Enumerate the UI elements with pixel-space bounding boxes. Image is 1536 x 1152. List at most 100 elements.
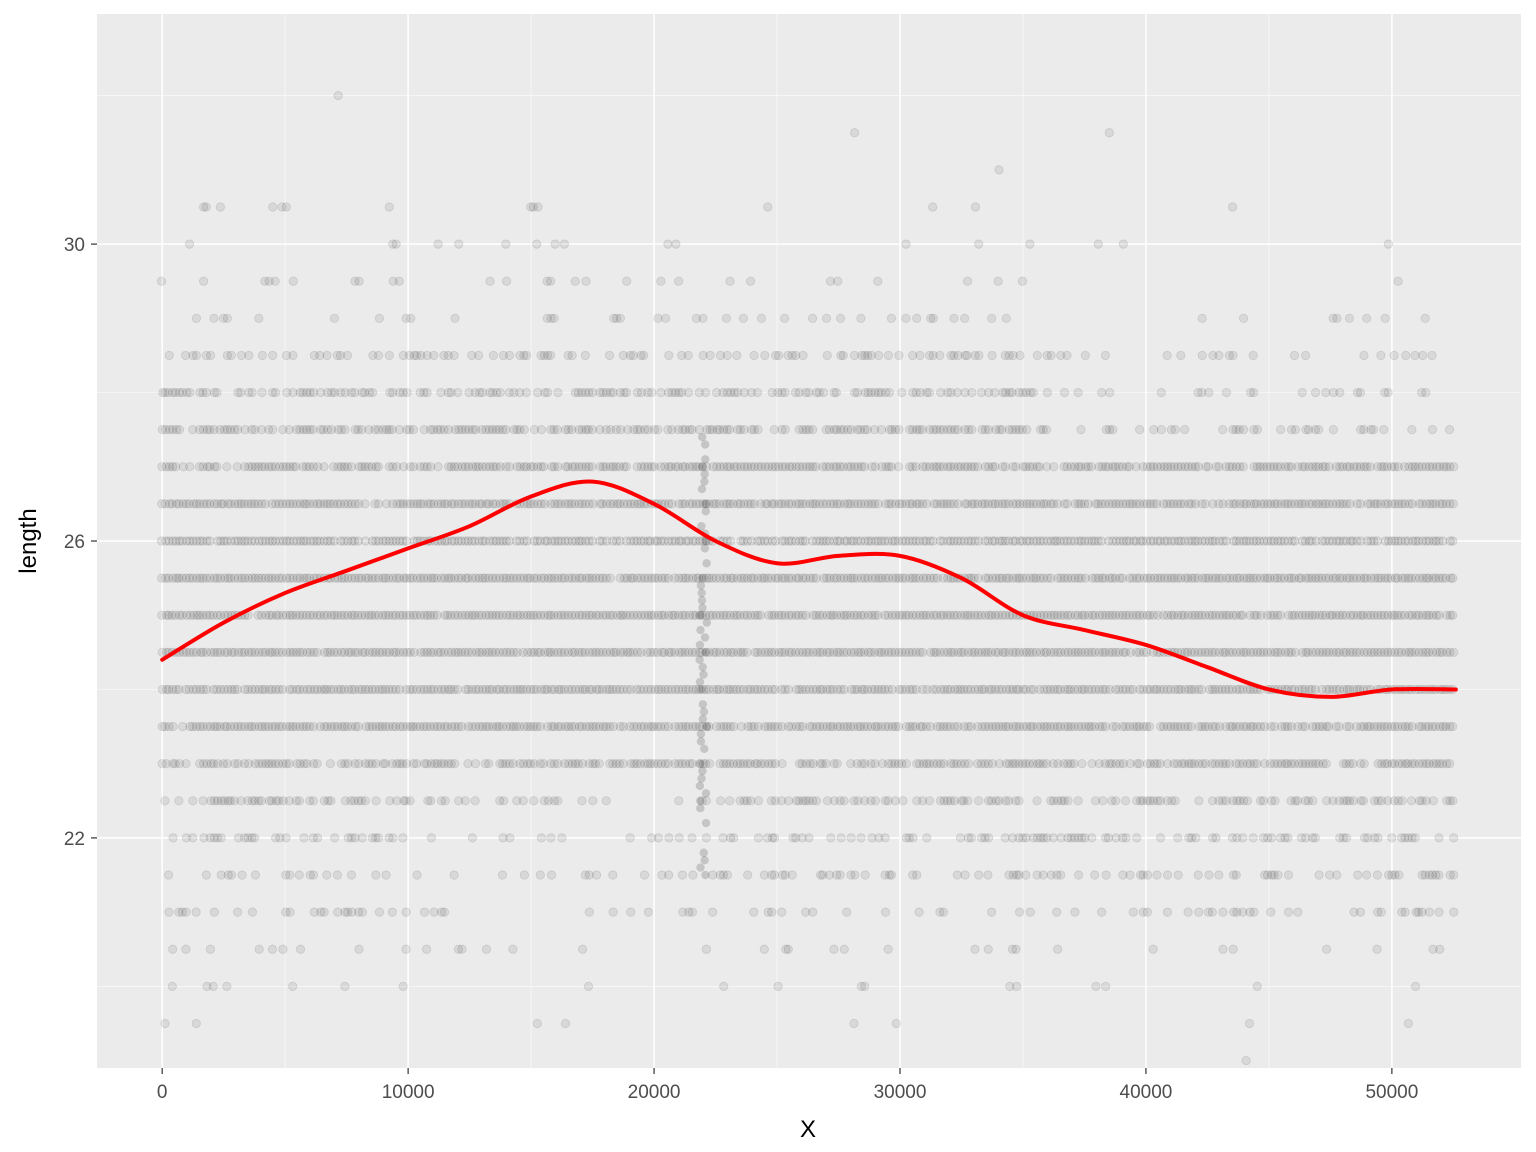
data-point	[923, 834, 931, 842]
data-point	[502, 240, 510, 248]
data-point	[700, 477, 708, 485]
data-point	[451, 314, 459, 322]
data-point	[699, 700, 707, 708]
data-point	[1229, 351, 1237, 359]
data-point	[1018, 277, 1026, 285]
data-point	[629, 351, 637, 359]
data-point	[582, 277, 590, 285]
data-point	[1345, 314, 1353, 322]
data-point	[175, 797, 183, 805]
data-point	[1411, 834, 1419, 842]
x-tick-label: 50000	[1365, 1082, 1418, 1103]
data-point	[740, 425, 748, 433]
data-point	[609, 908, 617, 916]
data-point	[706, 351, 714, 359]
data-point	[1135, 759, 1143, 767]
data-point	[665, 834, 673, 842]
data-point	[1126, 871, 1134, 879]
data-point	[330, 314, 338, 322]
data-point	[1435, 908, 1443, 916]
data-point	[1042, 425, 1050, 433]
data-point	[892, 1019, 900, 1027]
data-point	[233, 908, 241, 916]
data-point	[697, 581, 705, 589]
data-point	[1074, 797, 1082, 805]
data-point	[1373, 537, 1381, 545]
data-point	[1204, 463, 1212, 471]
data-point	[1219, 908, 1227, 916]
data-point	[1198, 685, 1206, 693]
data-point	[700, 745, 708, 753]
data-point	[1219, 425, 1227, 433]
data-point	[827, 834, 835, 842]
data-point	[1276, 425, 1284, 433]
data-point	[192, 908, 200, 916]
data-point	[725, 425, 733, 433]
data-point	[754, 797, 762, 805]
data-point	[1259, 797, 1267, 805]
data-point	[885, 388, 893, 396]
data-point	[1074, 871, 1082, 879]
data-point	[286, 908, 294, 916]
data-point	[894, 722, 902, 730]
data-point	[327, 797, 335, 805]
data-point	[1294, 797, 1302, 805]
data-point	[974, 871, 982, 879]
data-point	[296, 945, 304, 953]
y-tick-label: 30	[64, 235, 85, 256]
data-point	[847, 834, 855, 842]
data-point	[1435, 871, 1443, 879]
data-point	[1249, 834, 1257, 842]
data-point	[699, 663, 707, 671]
data-point	[1356, 388, 1364, 396]
data-point	[1239, 834, 1247, 842]
data-point	[192, 1019, 200, 1027]
data-point	[1232, 871, 1240, 879]
data-point	[330, 834, 338, 842]
data-point	[606, 574, 614, 582]
data-point	[1050, 463, 1058, 471]
data-point	[705, 759, 713, 767]
data-point	[616, 314, 624, 322]
data-point	[823, 351, 831, 359]
data-point	[822, 759, 830, 767]
data-point	[834, 277, 842, 285]
data-point	[1449, 797, 1457, 805]
data-point	[853, 388, 861, 396]
data-point	[1023, 425, 1031, 433]
data-point	[833, 759, 841, 767]
data-point	[1356, 908, 1364, 916]
data-point	[1239, 463, 1247, 471]
data-point	[1445, 425, 1453, 433]
data-point	[1436, 945, 1444, 953]
data-point	[285, 759, 293, 767]
data-point	[805, 834, 813, 842]
data-point	[213, 388, 221, 396]
data-point	[502, 425, 510, 433]
data-point	[546, 351, 554, 359]
data-point	[202, 203, 210, 211]
data-point	[722, 314, 730, 322]
data-point	[1253, 425, 1261, 433]
data-point	[696, 759, 704, 767]
x-tick-label: 30000	[874, 1082, 927, 1103]
data-point	[309, 797, 317, 805]
data-point	[458, 945, 466, 953]
data-point	[781, 425, 789, 433]
data-point	[925, 797, 933, 805]
data-point	[822, 314, 830, 322]
data-point	[657, 277, 665, 285]
data-point	[703, 722, 711, 730]
data-point	[1274, 871, 1282, 879]
data-point	[358, 908, 366, 916]
data-point	[1253, 759, 1261, 767]
data-point	[471, 797, 479, 805]
data-point	[1359, 797, 1367, 805]
data-point	[551, 240, 559, 248]
data-point	[1012, 982, 1020, 990]
data-point	[701, 388, 709, 396]
data-point	[684, 388, 692, 396]
data-point	[953, 388, 961, 396]
data-point	[554, 463, 562, 471]
data-point	[269, 425, 277, 433]
